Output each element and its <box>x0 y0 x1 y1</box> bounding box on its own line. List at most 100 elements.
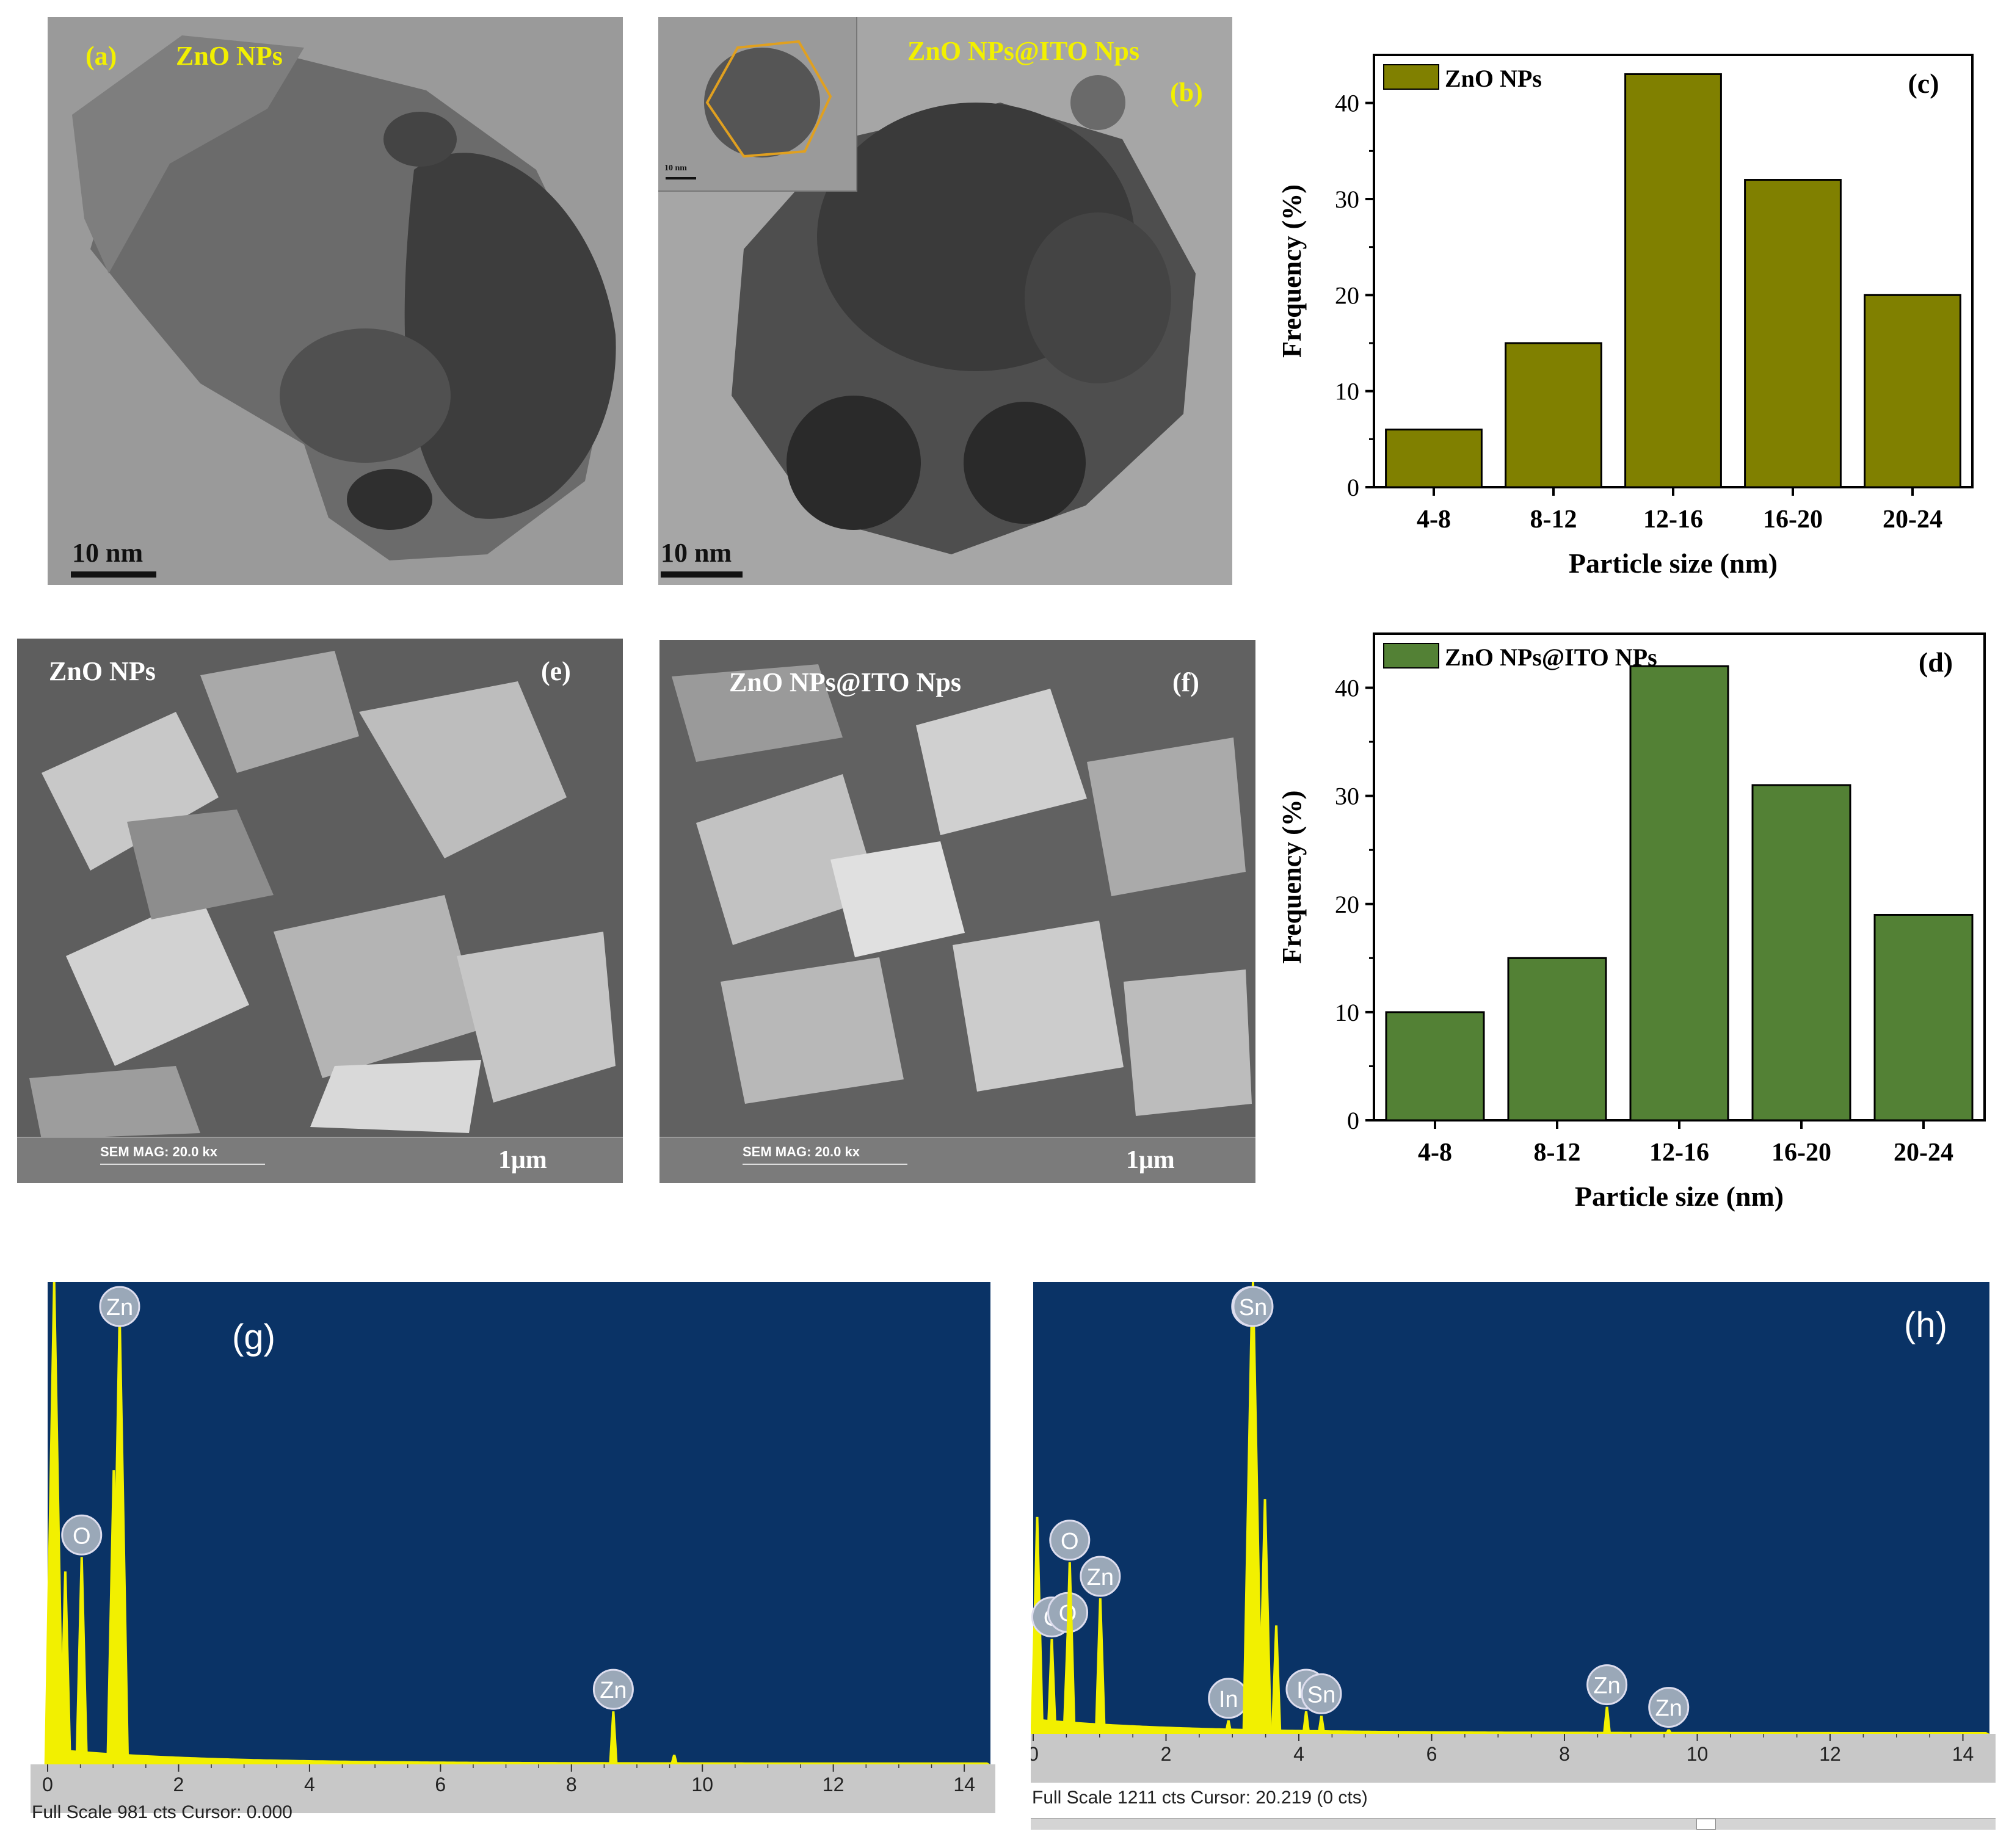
panel-tag-f: (f) <box>1172 667 1199 697</box>
x-axis-label: Particle size (nm) <box>1569 548 1778 579</box>
spectrum-background <box>1033 1282 1989 1734</box>
peak-label: Zn <box>1087 1565 1114 1590</box>
x-tick-label: 0 <box>42 1774 53 1795</box>
bar-8-12 <box>1505 342 1602 488</box>
y-tick-label: 20 <box>1335 891 1359 918</box>
spectrum-peak <box>1047 1639 1057 1734</box>
y-tick-label: 0 <box>1347 1107 1359 1134</box>
peak-label: O <box>73 1523 91 1549</box>
bar-12-16 <box>1624 73 1722 488</box>
tem-image-a: (a) ZnO NPs 10 nm <box>48 17 623 585</box>
x-tick-label: 16-20 <box>1763 505 1823 534</box>
sem-image-f: ZnO NPs@ITO Nps (f) SEM MAG: 20.0 kx 1μm <box>659 640 1255 1183</box>
x-tick-label: 14 <box>1952 1743 1974 1765</box>
spectrum-peak <box>609 1711 618 1764</box>
y-axis-label: Frequency (%) <box>1277 184 1307 358</box>
x-tick-label: 12 <box>1819 1743 1841 1765</box>
spectrum-peak <box>1258 1499 1272 1734</box>
spectrum-peak <box>1094 1598 1106 1734</box>
sem-scale-e: 1μm <box>498 1146 547 1174</box>
bar-20-24 <box>1864 294 1961 488</box>
x-tick-label: 4-8 <box>1418 1139 1452 1167</box>
spectrum-continuum <box>48 1748 990 1764</box>
sem-mag-e: SEM MAG: 20.0 kx <box>100 1144 217 1159</box>
bar-16-20 <box>1751 784 1851 1121</box>
x-tick-label: 12-16 <box>1643 505 1703 534</box>
spectrum-peak <box>1603 1706 1611 1734</box>
scale-label-b: 10 nm <box>661 538 732 568</box>
peak-label-badge <box>61 1514 103 1556</box>
peak-label: Zn <box>106 1295 133 1321</box>
peak-label-badge <box>1301 1673 1342 1714</box>
tem-inset-b: 10 nm <box>658 17 857 192</box>
sem-mag-f: SEM MAG: 20.0 kx <box>743 1144 860 1159</box>
x-tick-label: 10 <box>691 1774 713 1795</box>
eds-spectrum-g: O Zn Zn 0 2 4 6 8 10 12 14 (g) <box>31 1282 1003 1813</box>
x-tick-label: 2 <box>1161 1743 1172 1765</box>
sem-footer-f: SEM MAG: 20.0 kx 1μm <box>659 1137 1255 1183</box>
panel-tag: (d) <box>1919 647 1953 678</box>
legend-swatch <box>1383 643 1439 669</box>
eds-footer-h: Full Scale 1211 cts Cursor: 20.219 (0 ct… <box>1032 1788 1368 1808</box>
y-tick-label: 10 <box>1335 999 1359 1026</box>
x-tick-label: 6 <box>1426 1743 1437 1765</box>
peak-label-badge <box>1232 1286 1274 1327</box>
eds-scrollbar-h[interactable] <box>1031 1818 1996 1830</box>
y-tick-label: 10 <box>1335 378 1359 405</box>
spectrum-peak <box>110 1316 129 1764</box>
inset-scale-label-b: 10 nm <box>664 164 687 173</box>
histogram-c: 0 10 20 30 40 4-8 8-12 12-16 16-20 20-24 Particle … <box>1277 54 1974 579</box>
x-tick-label: 6 <box>435 1774 446 1795</box>
x-tick-label: 20-24 <box>1883 505 1942 534</box>
spectrum-peak <box>1665 1729 1673 1734</box>
y-tick-label: 0 <box>1347 474 1359 501</box>
legend-swatch <box>1383 64 1439 90</box>
y-axis-label: Frequency (%) <box>1282 791 1307 964</box>
sem-mag-underline-f <box>743 1164 907 1165</box>
peak-label-badge <box>1586 1664 1628 1706</box>
x-tick-label: 4 <box>304 1774 315 1795</box>
panel-tag: (g) <box>232 1317 275 1357</box>
spectrum-peak <box>1317 1716 1326 1734</box>
bar-16-20 <box>1744 179 1842 488</box>
spectrum-background <box>48 1282 990 1764</box>
tem-image-b: 10 nm ZnO NPs@ITO Nps (b) 10 nm <box>658 17 1232 585</box>
scale-bar-b <box>661 571 743 578</box>
bar-20-24 <box>1873 913 1974 1121</box>
spectrum-peak <box>44 1282 64 1764</box>
panel-tag-e: (e) <box>541 656 571 686</box>
spectrum-peak <box>1302 1711 1310 1734</box>
peak-label-badge <box>1080 1556 1121 1597</box>
x-tick-label: 16-20 <box>1771 1139 1831 1167</box>
panel-title-a: ZnO NPs <box>176 41 283 71</box>
x-tick-label: 12 <box>823 1774 845 1795</box>
eds-footer-g: Full Scale 981 cts Cursor: 0.000 <box>32 1802 292 1822</box>
legend-label: ZnO NPs <box>1445 65 1542 92</box>
x-tick-label: 0 <box>1031 1743 1039 1765</box>
eds-scrollbar-thumb-h[interactable] <box>1696 1819 1716 1830</box>
spectrum-peak <box>1243 1282 1263 1734</box>
x-tick-label: 20-24 <box>1894 1139 1953 1167</box>
peak-label: Sn <box>1239 1295 1267 1321</box>
spectrum-peak <box>670 1755 678 1764</box>
x-tick-label: 8 <box>1559 1743 1570 1765</box>
x-tick-label: 10 <box>1687 1743 1709 1765</box>
x-tick-label: 4-8 <box>1417 505 1451 534</box>
peak-label: Sn <box>1307 1682 1335 1708</box>
peak-label: Zn <box>1593 1673 1620 1699</box>
bar-4-8 <box>1385 1011 1485 1121</box>
peak-label-badge <box>1049 1520 1091 1561</box>
y-tick-label: 30 <box>1335 783 1359 810</box>
axis-strip <box>31 1764 1003 1813</box>
panel-title-b: ZnO NPs@ITO Nps <box>907 36 1140 66</box>
panel-tag: (c) <box>1908 68 1939 99</box>
x-tick-label: 2 <box>173 1774 184 1795</box>
sem-footer-e: SEM MAG: 20.0 kx 1μm <box>17 1137 623 1183</box>
y-tick-label: 30 <box>1335 186 1359 213</box>
sem-scale-f: 1μm <box>1126 1146 1175 1174</box>
peak-label: In <box>1219 1687 1238 1712</box>
x-tick-label: 4 <box>1293 1743 1304 1765</box>
sem-image-e: ZnO NPs (e) SEM MAG: 20.0 kx 1μm <box>17 639 623 1183</box>
peak-label: Zn <box>1655 1696 1682 1722</box>
legend-label: ZnO NPs@ITO NPs <box>1445 643 1657 671</box>
